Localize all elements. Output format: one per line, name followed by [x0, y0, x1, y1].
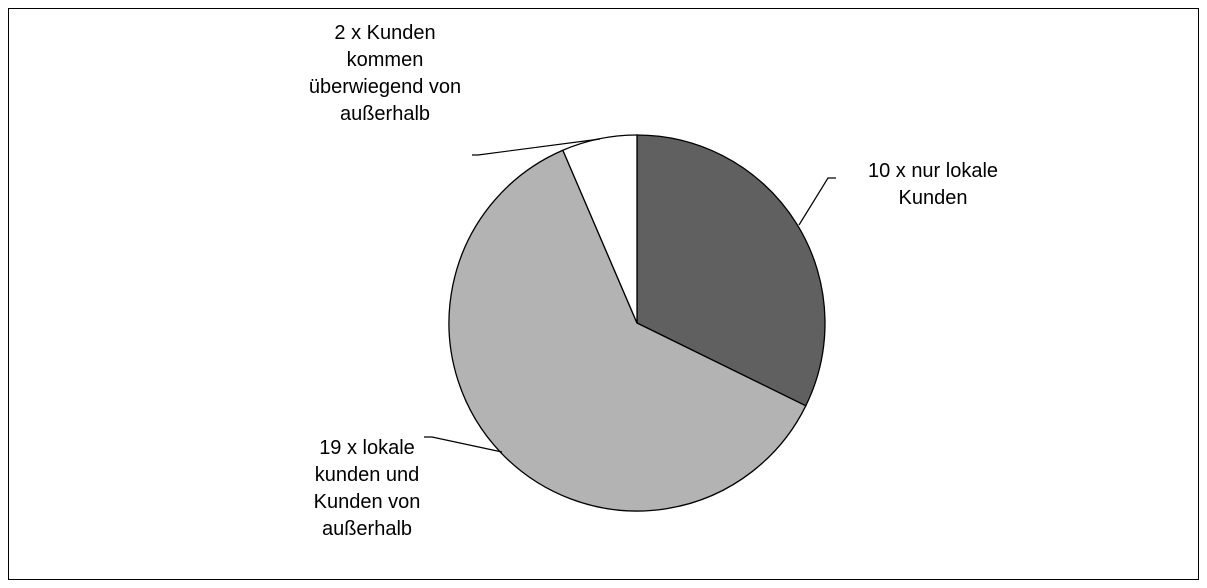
leader-line [424, 436, 503, 453]
slice-label: 10 x nur lokale Kunden [867, 160, 999, 209]
leader-line [472, 138, 601, 156]
pie-slice [448, 149, 807, 512]
slice-label: 2 x Kunden kommen überwiegend von außerh… [308, 22, 462, 125]
slice-label: 19 x lokale kunden und Kunden von außerh… [313, 437, 421, 540]
pie-slice [636, 134, 826, 407]
leader-line [798, 177, 836, 226]
